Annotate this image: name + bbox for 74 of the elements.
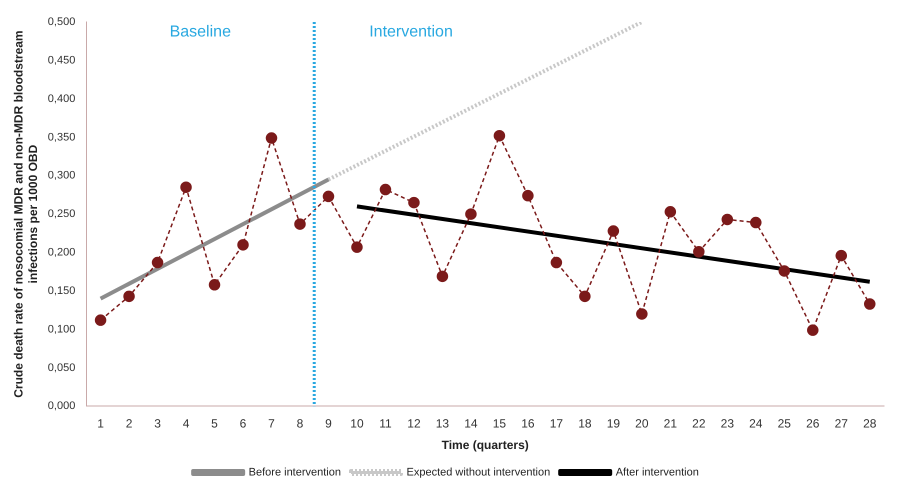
point bbox=[807, 324, 819, 336]
y-tick-label: 0,350 bbox=[48, 131, 76, 144]
point bbox=[778, 265, 790, 277]
point bbox=[722, 214, 734, 226]
legend-label: Before intervention bbox=[248, 466, 341, 479]
y-tick-label: 0,450 bbox=[48, 54, 76, 66]
y-tick-label: 0,050 bbox=[48, 362, 76, 374]
x-tick-label: 19 bbox=[606, 416, 620, 431]
x-tick-label: 13 bbox=[436, 416, 450, 431]
point bbox=[494, 130, 506, 142]
point bbox=[436, 270, 448, 282]
point bbox=[664, 206, 676, 218]
annotation: Intervention bbox=[369, 23, 453, 40]
x-tick-label: 5 bbox=[211, 416, 218, 431]
point bbox=[294, 218, 306, 230]
point bbox=[408, 196, 420, 208]
point bbox=[208, 279, 220, 291]
x-tick-label: 23 bbox=[720, 416, 734, 431]
point bbox=[522, 190, 534, 202]
y-tick-label: 0,150 bbox=[48, 284, 76, 297]
x-tick-label: 21 bbox=[664, 416, 678, 431]
x-tick-label: 25 bbox=[778, 416, 792, 431]
y-tick-label: 0,000 bbox=[48, 400, 76, 412]
x-tick-label: 9 bbox=[325, 416, 332, 431]
point bbox=[864, 298, 876, 310]
x-tick-label: 15 bbox=[492, 416, 506, 431]
point bbox=[550, 256, 562, 268]
point bbox=[351, 241, 363, 253]
x-tick-label: 2 bbox=[126, 416, 133, 431]
point bbox=[180, 181, 192, 193]
x-axis-title: Time (quarters) bbox=[442, 438, 529, 452]
x-tick-label: 3 bbox=[154, 416, 162, 431]
point bbox=[237, 239, 249, 251]
legend-label: Expected without intervention bbox=[406, 466, 550, 479]
point bbox=[579, 290, 591, 302]
y-axis-title: Crude death rate of nosocomial MDR and non-MDR bloodstream infections per 1000 OBD bbox=[12, 30, 40, 398]
x-tick-label: 14 bbox=[464, 416, 478, 431]
y-tick-label: 0,100 bbox=[48, 323, 76, 336]
point bbox=[322, 190, 334, 202]
y-tick-label: 0,250 bbox=[48, 208, 76, 220]
x-tick-label: 12 bbox=[407, 416, 421, 431]
x-tick-label: 16 bbox=[521, 416, 535, 431]
point bbox=[266, 132, 278, 144]
point bbox=[123, 290, 135, 302]
x-tick-label: 7 bbox=[268, 416, 276, 431]
point bbox=[465, 208, 477, 220]
point bbox=[94, 314, 106, 326]
x-tick-label: 17 bbox=[550, 416, 564, 431]
point bbox=[693, 246, 705, 258]
x-tick-label: 24 bbox=[749, 416, 763, 431]
point bbox=[152, 256, 164, 268]
x-tick-label: 8 bbox=[296, 416, 304, 431]
x-tick-label: 18 bbox=[578, 416, 592, 431]
x-tick-label: 20 bbox=[635, 416, 649, 431]
x-tick-label: 22 bbox=[692, 416, 706, 431]
point bbox=[750, 216, 762, 228]
point bbox=[608, 225, 620, 237]
x-tick-label: 6 bbox=[240, 416, 247, 431]
annotation: Baseline bbox=[170, 23, 232, 40]
x-tick-label: 10 bbox=[350, 416, 364, 431]
x-tick-label: 27 bbox=[834, 416, 848, 431]
x-tick-label: 28 bbox=[863, 416, 877, 431]
y-tick-label: 0,400 bbox=[48, 92, 76, 105]
y-tick-label: 0,500 bbox=[48, 16, 76, 28]
x-tick-label: 26 bbox=[806, 416, 820, 431]
legend-label: After intervention bbox=[616, 466, 699, 479]
x-tick-label: 11 bbox=[379, 416, 392, 431]
point bbox=[380, 184, 392, 196]
y-tick-label: 0,300 bbox=[48, 170, 76, 182]
x-tick-label: 1 bbox=[97, 416, 104, 431]
x-tick-label: 4 bbox=[182, 416, 190, 431]
point bbox=[636, 308, 648, 320]
y-tick-label: 0,200 bbox=[48, 246, 76, 259]
point bbox=[836, 250, 848, 262]
